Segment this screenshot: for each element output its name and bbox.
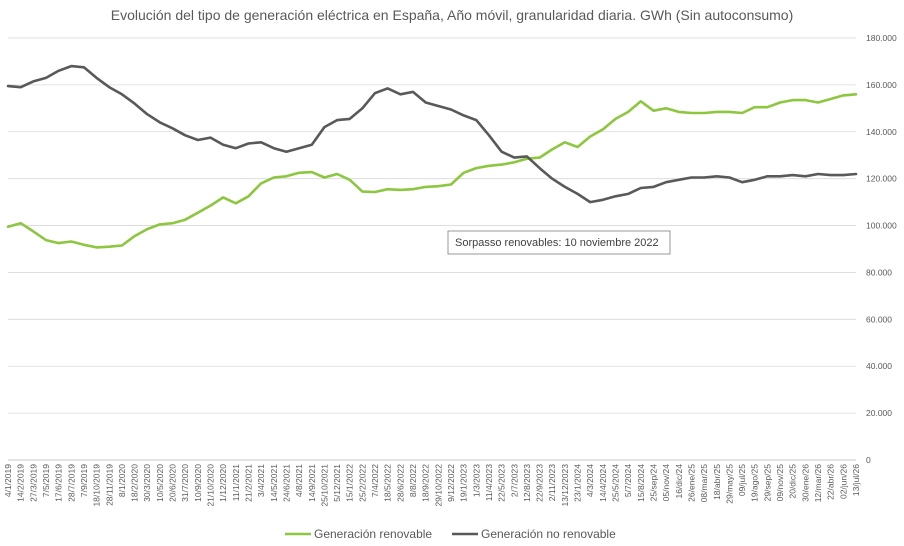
x-tick-label: 18/9/2022 (421, 464, 431, 502)
x-tick-label: 10/9/2020 (193, 464, 203, 502)
x-tick-label: 21/2/2021 (243, 464, 253, 502)
x-tick-label: 18/2/2020 (130, 464, 140, 502)
y-tick-label: 0 (866, 455, 871, 465)
x-tick-label: 8/1/2020 (117, 464, 127, 497)
x-tick-label: 13/jul/26 (851, 464, 861, 496)
x-tick-label: 30/3/2020 (142, 464, 152, 502)
x-tick-label: 4/8/2021 (294, 464, 304, 497)
x-tick-label: 16/dic/24 (674, 464, 684, 499)
x-tick-label: 26/ene/25 (686, 464, 696, 502)
x-tick-label: 02/jun/26 (838, 464, 848, 499)
x-tick-label: 15/8/2024 (636, 464, 646, 502)
x-tick-label: 1/3/2023 (471, 464, 481, 497)
y-tick-label: 60.000 (866, 314, 892, 324)
x-tick-label: 14/4/2024 (598, 464, 608, 502)
x-tick-label: 7/4/2022 (370, 464, 380, 497)
y-tick-label: 140.000 (866, 127, 897, 137)
series-lines (6, 64, 858, 249)
x-tick-label: 09/nov/25 (775, 464, 785, 502)
legend-label-renovable: Generación renovable (314, 527, 432, 541)
x-tick-label: 4/3/2024 (585, 464, 595, 497)
x-tick-label: 25/2/2022 (357, 464, 367, 502)
x-tick-label: 22/9/2023 (535, 464, 545, 502)
x-tick-label: 5/7/2024 (623, 464, 633, 497)
x-tick-label: 7/5/2019 (41, 464, 51, 497)
annotation-box (447, 230, 671, 255)
x-tick-label: 5/12/2021 (332, 464, 342, 502)
x-tick-label: 31/7/2020 (180, 464, 190, 502)
legend: Generación renovable Generación no renov… (285, 527, 616, 541)
y-tick-label: 100.000 (866, 221, 897, 231)
x-tick-label: 9/12/2022 (446, 464, 456, 502)
x-tick-label: 7/9/2019 (79, 464, 89, 497)
x-tick-label: 11/4/2023 (484, 464, 494, 501)
x-tick-label: 30/ene/26 (800, 464, 810, 502)
x-tick-label: 17/6/2019 (54, 464, 64, 502)
x-axis: 4/1/2019 14/2/2019 27/3/2019 7/5/2019 17/6/2… (3, 464, 861, 507)
x-tick-label: 28/11/2019 (104, 464, 114, 506)
x-tick-label: 22/abr/26 (826, 464, 836, 500)
x-tick-label: 24/6/2021 (281, 464, 291, 502)
y-tick-label: 160.000 (866, 80, 897, 90)
x-tick-label: 14/2/2019 (16, 464, 26, 502)
x-tick-label: 28/6/2022 (395, 464, 405, 502)
gridlines (8, 37, 856, 461)
x-tick-label: 20/dic/25 (788, 464, 798, 499)
x-tick-label: 19/1/2023 (459, 464, 469, 502)
y-tick-label: 40.000 (866, 361, 892, 371)
y-tick-label: 20.000 (866, 408, 892, 418)
x-tick-label: 11/1/2021 (231, 464, 241, 501)
legend-label-no-renovable: Generación no renovable (481, 527, 616, 541)
x-tick-label: 27/3/2019 (28, 464, 38, 502)
x-tick-label: 8/8/2022 (408, 464, 418, 497)
x-tick-label: 08/mar/25 (699, 464, 709, 503)
y-tick-label: 80.000 (866, 267, 892, 277)
x-tick-label: 13/12/2023 (560, 464, 570, 507)
x-tick-label: 14/5/2021 (269, 464, 279, 502)
x-tick-label: 4/1/2019 (3, 464, 13, 497)
x-tick-label: 3/4/2021 (256, 464, 266, 497)
x-tick-label: 15/1/2022 (345, 464, 355, 502)
x-tick-label: 12/mar/26 (813, 464, 823, 503)
x-tick-label: 05/nov/24 (661, 464, 671, 502)
x-tick-label: 09/jul/25 (737, 464, 747, 496)
x-tick-label: 10/5/2020 (155, 464, 165, 502)
annotation: Sorpasso renovables: 10 noviembre 2022 (447, 230, 671, 255)
x-tick-label: 2/11/2023 (547, 464, 557, 501)
y-axis: 0 20.000 40.000 60.000 80.000 100.000 120.000 1… (866, 33, 897, 465)
x-tick-label: 12/8/2023 (522, 464, 532, 502)
x-tick-label: 18/10/2019 (92, 464, 102, 507)
y-tick-label: 180.000 (866, 33, 897, 43)
x-tick-label: 20/6/2020 (168, 464, 178, 502)
x-tick-label: 2/7/2023 (509, 464, 519, 497)
x-tick-label: 25/sep/24 (648, 464, 658, 502)
x-tick-label: 25/10/2021 (319, 464, 329, 507)
x-tick-label: 23/1/2024 (573, 464, 583, 502)
x-tick-label: 29/10/2022 (433, 464, 443, 507)
x-tick-label: 25/5/2024 (611, 464, 621, 502)
x-tick-label: 29/may/25 (724, 464, 734, 504)
x-tick-label: 14/9/2021 (307, 464, 317, 502)
x-tick-label: 18/abr/25 (712, 464, 722, 500)
chart-title: Evolución del tipo de generación eléctri… (111, 7, 794, 23)
series-line-no-renovable (6, 64, 858, 204)
annotation-text: Sorpasso renovables: 10 noviembre 2022 (455, 237, 659, 249)
x-tick-label: 28/7/2019 (66, 464, 76, 502)
x-tick-label: 21/10/2020 (206, 464, 216, 507)
x-tick-label: 29/sep/25 (762, 464, 772, 502)
y-tick-label: 120.000 (866, 174, 897, 184)
x-tick-label: 1/12/2020 (218, 464, 228, 502)
x-tick-label: 19/ago/25 (750, 464, 760, 502)
series-line-renovable (6, 93, 858, 249)
x-tick-label: 18/5/2022 (383, 464, 393, 502)
x-tick-label: 22/5/2023 (497, 464, 507, 502)
